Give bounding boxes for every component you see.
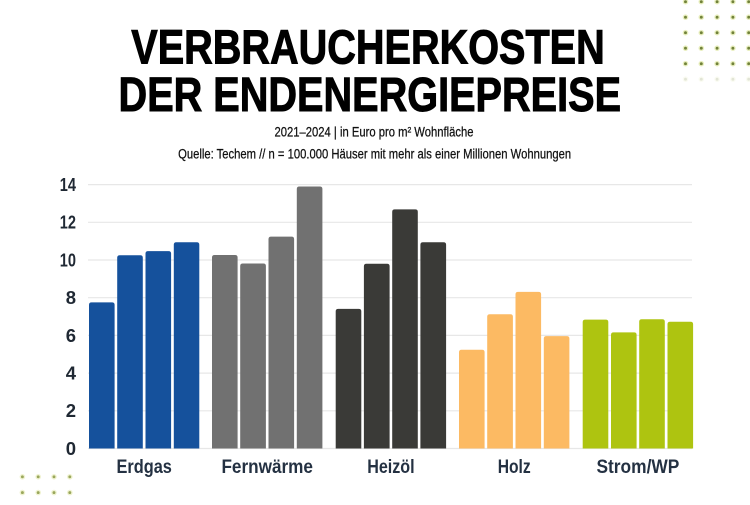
svg-text:Fernwärme: Fernwärme — [221, 457, 313, 478]
svg-text:Heizöl: Heizöl — [367, 457, 414, 478]
svg-text:10: 10 — [60, 249, 76, 270]
svg-text:6: 6 — [66, 325, 76, 346]
svg-text:14: 14 — [60, 174, 77, 195]
svg-text:Erdgas: Erdgas — [117, 457, 172, 478]
svg-text:Quelle: Techem // n = 100.000: Quelle: Techem // n = 100.000 Häuser mit… — [178, 146, 571, 161]
svg-text:VERBRAUCHERKOSTEN: VERBRAUCHERKOSTEN — [131, 22, 605, 75]
svg-text:Strom/WP: Strom/WP — [596, 457, 679, 478]
svg-text:8: 8 — [66, 287, 76, 308]
svg-text:12: 12 — [60, 212, 76, 233]
svg-text:DER ENDENERGIEPREISE: DER ENDENERGIEPREISE — [119, 69, 622, 122]
svg-text:0: 0 — [66, 438, 76, 459]
svg-text:Holz: Holz — [498, 457, 531, 478]
svg-text:2: 2 — [66, 400, 76, 421]
svg-text:2021–2024 | in Euro pro m² Woh: 2021–2024 | in Euro pro m² Wohnfläche — [275, 125, 474, 140]
svg-text:4: 4 — [66, 363, 77, 384]
